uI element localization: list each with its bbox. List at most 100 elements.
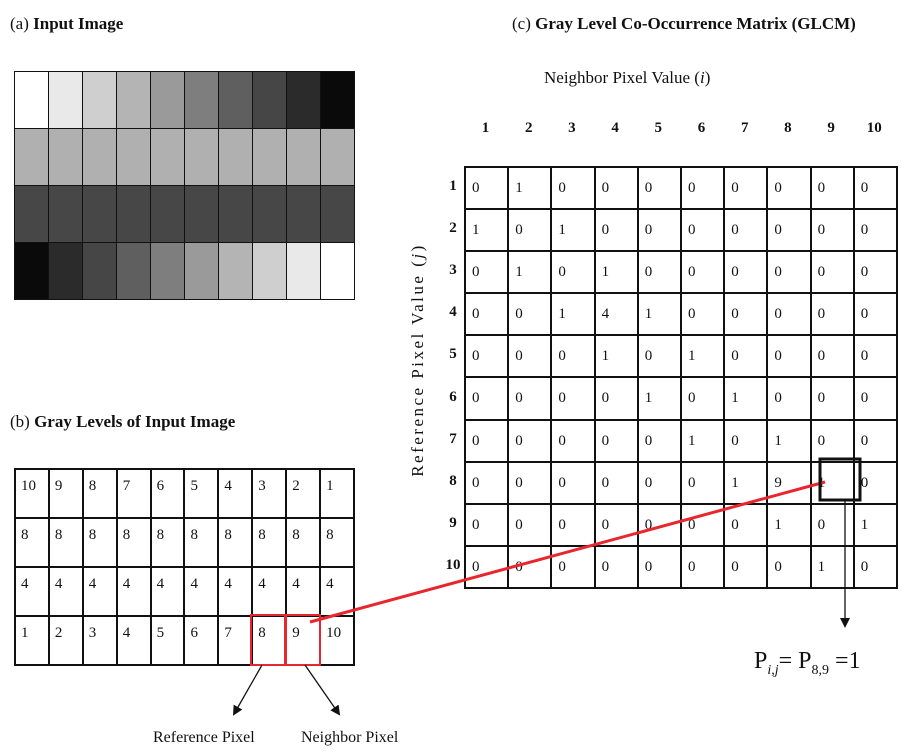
formula-value: =1 (829, 648, 861, 674)
input-pixel (49, 72, 82, 128)
glcm-column-header: 4 (611, 120, 619, 136)
neighbor-pixel-highlight (284, 614, 321, 666)
glcm-cell: 0 (466, 462, 508, 503)
input-pixel (253, 129, 286, 185)
glcm-cell: 1 (509, 252, 551, 293)
gray-level-cell: 8 (16, 519, 48, 566)
gray-level-cell: 4 (16, 568, 48, 615)
input-pixel (117, 129, 150, 185)
input-pixel (83, 129, 116, 185)
glcm-cell: 0 (811, 252, 853, 293)
gray-level-cell: 1 (321, 470, 353, 517)
input-pixel (253, 72, 286, 128)
glcm-cell: 0 (811, 336, 853, 377)
glcm-cell: 0 (854, 210, 896, 251)
neighbor-pixel-label: Neighbor Pixel (301, 729, 399, 746)
glcm-cell: 0 (768, 168, 810, 209)
glcm-cell: 0 (466, 336, 508, 377)
input-pixel (15, 129, 48, 185)
panel-c-prefix: (c) (512, 14, 531, 33)
glcm-cell: 0 (682, 210, 724, 251)
input-pixel (49, 129, 82, 185)
gray-level-cell: 8 (83, 519, 116, 566)
glcm-cell: 1 (725, 378, 767, 419)
glcm-cell: 0 (595, 378, 637, 419)
gray-level-cell: 4 (287, 568, 320, 615)
glcm-row-header: 4 (449, 304, 457, 321)
gray-level-cell: 4 (321, 568, 353, 615)
glcm-column-header: 9 (827, 120, 835, 136)
glcm-cell: 0 (466, 294, 508, 335)
glcm-cell: 0 (552, 336, 594, 377)
input-pixel (321, 186, 354, 242)
input-pixel (185, 186, 218, 242)
gray-level-cell: 7 (117, 470, 150, 517)
glcm-cell: 1 (638, 294, 680, 335)
gray-level-cell: 8 (321, 519, 353, 566)
glcm-cell: 1 (768, 420, 810, 461)
glcm-column-header: 2 (524, 120, 533, 136)
input-pixel (321, 72, 354, 128)
panel-b-title: (b) Gray Levels of Input Image (10, 412, 235, 432)
glcm-cell: 0 (509, 210, 551, 251)
glcm-cell: 0 (768, 378, 810, 419)
input-pixel (253, 186, 286, 242)
panel-a-title: (a) Input Image (10, 14, 123, 34)
input-pixel (185, 243, 218, 299)
glcm-cell: 0 (552, 420, 594, 461)
glcm-row-header: 9 (449, 514, 457, 531)
input-pixel (117, 72, 150, 128)
gray-level-cell: 10 (321, 617, 353, 664)
formula-sub-89: 8,9 (811, 662, 830, 678)
input-pixel (15, 243, 48, 299)
glcm-cell: 0 (466, 252, 508, 293)
glcm-cell: 0 (552, 504, 594, 545)
glcm-cell: 1 (682, 420, 724, 461)
glcm-cell: 0 (638, 252, 680, 293)
glcm-cell: 0 (595, 168, 637, 209)
gray-level-cell: 6 (185, 617, 218, 664)
glcm-cell: 1 (466, 210, 508, 251)
glcm-cell: 0 (509, 294, 551, 335)
glcm-highlight-cell (818, 457, 862, 502)
input-pixel (15, 72, 48, 128)
gray-level-cell: 8 (83, 470, 116, 517)
glcm-row-header: 10 (445, 556, 461, 573)
glcm-cell: 0 (768, 546, 810, 587)
glcm-cell: 0 (638, 168, 680, 209)
glcm-row-header: 5 (449, 346, 457, 363)
glcm-row-header: 8 (449, 472, 457, 489)
reference-pixel-highlight (250, 614, 287, 666)
glcm-cell: 1 (595, 336, 637, 377)
glcm-cell: 0 (552, 252, 594, 293)
glcm-cell: 1 (509, 168, 551, 209)
input-pixel (49, 186, 82, 242)
glcm-cell: 0 (854, 336, 896, 377)
gray-level-cell: 4 (83, 568, 116, 615)
glcm-cell: 0 (466, 168, 508, 209)
gray-level-cell: 3 (83, 617, 116, 664)
input-pixel (287, 72, 320, 128)
glcm-cell: 1 (811, 546, 853, 587)
glcm-column-header: 7 (740, 120, 749, 136)
glcm-cell: 0 (811, 504, 853, 545)
glcm-cell: 0 (509, 336, 551, 377)
neighbor-axis-label: Neighbor Pixel Value (i) (544, 68, 710, 88)
glcm-cell: 1 (725, 462, 767, 503)
gray-level-cell: 8 (49, 519, 82, 566)
glcm-cell: 0 (509, 420, 551, 461)
input-pixel (117, 243, 150, 299)
input-pixel (15, 186, 48, 242)
glcm-cell: 0 (725, 252, 767, 293)
glcm-cell: 0 (682, 546, 724, 587)
glcm-cell: 0 (595, 420, 637, 461)
gray-level-cell: 1 (16, 617, 48, 664)
gray-level-cell: 4 (253, 568, 286, 615)
neighbor-axis-close: ) (704, 68, 711, 87)
glcm-cell: 0 (638, 420, 680, 461)
glcm-cell: 0 (725, 504, 767, 545)
glcm-cell: 0 (811, 210, 853, 251)
input-pixel (83, 72, 116, 128)
glcm-row-header: 6 (449, 388, 457, 405)
gray-level-cell: 7 (219, 617, 252, 664)
